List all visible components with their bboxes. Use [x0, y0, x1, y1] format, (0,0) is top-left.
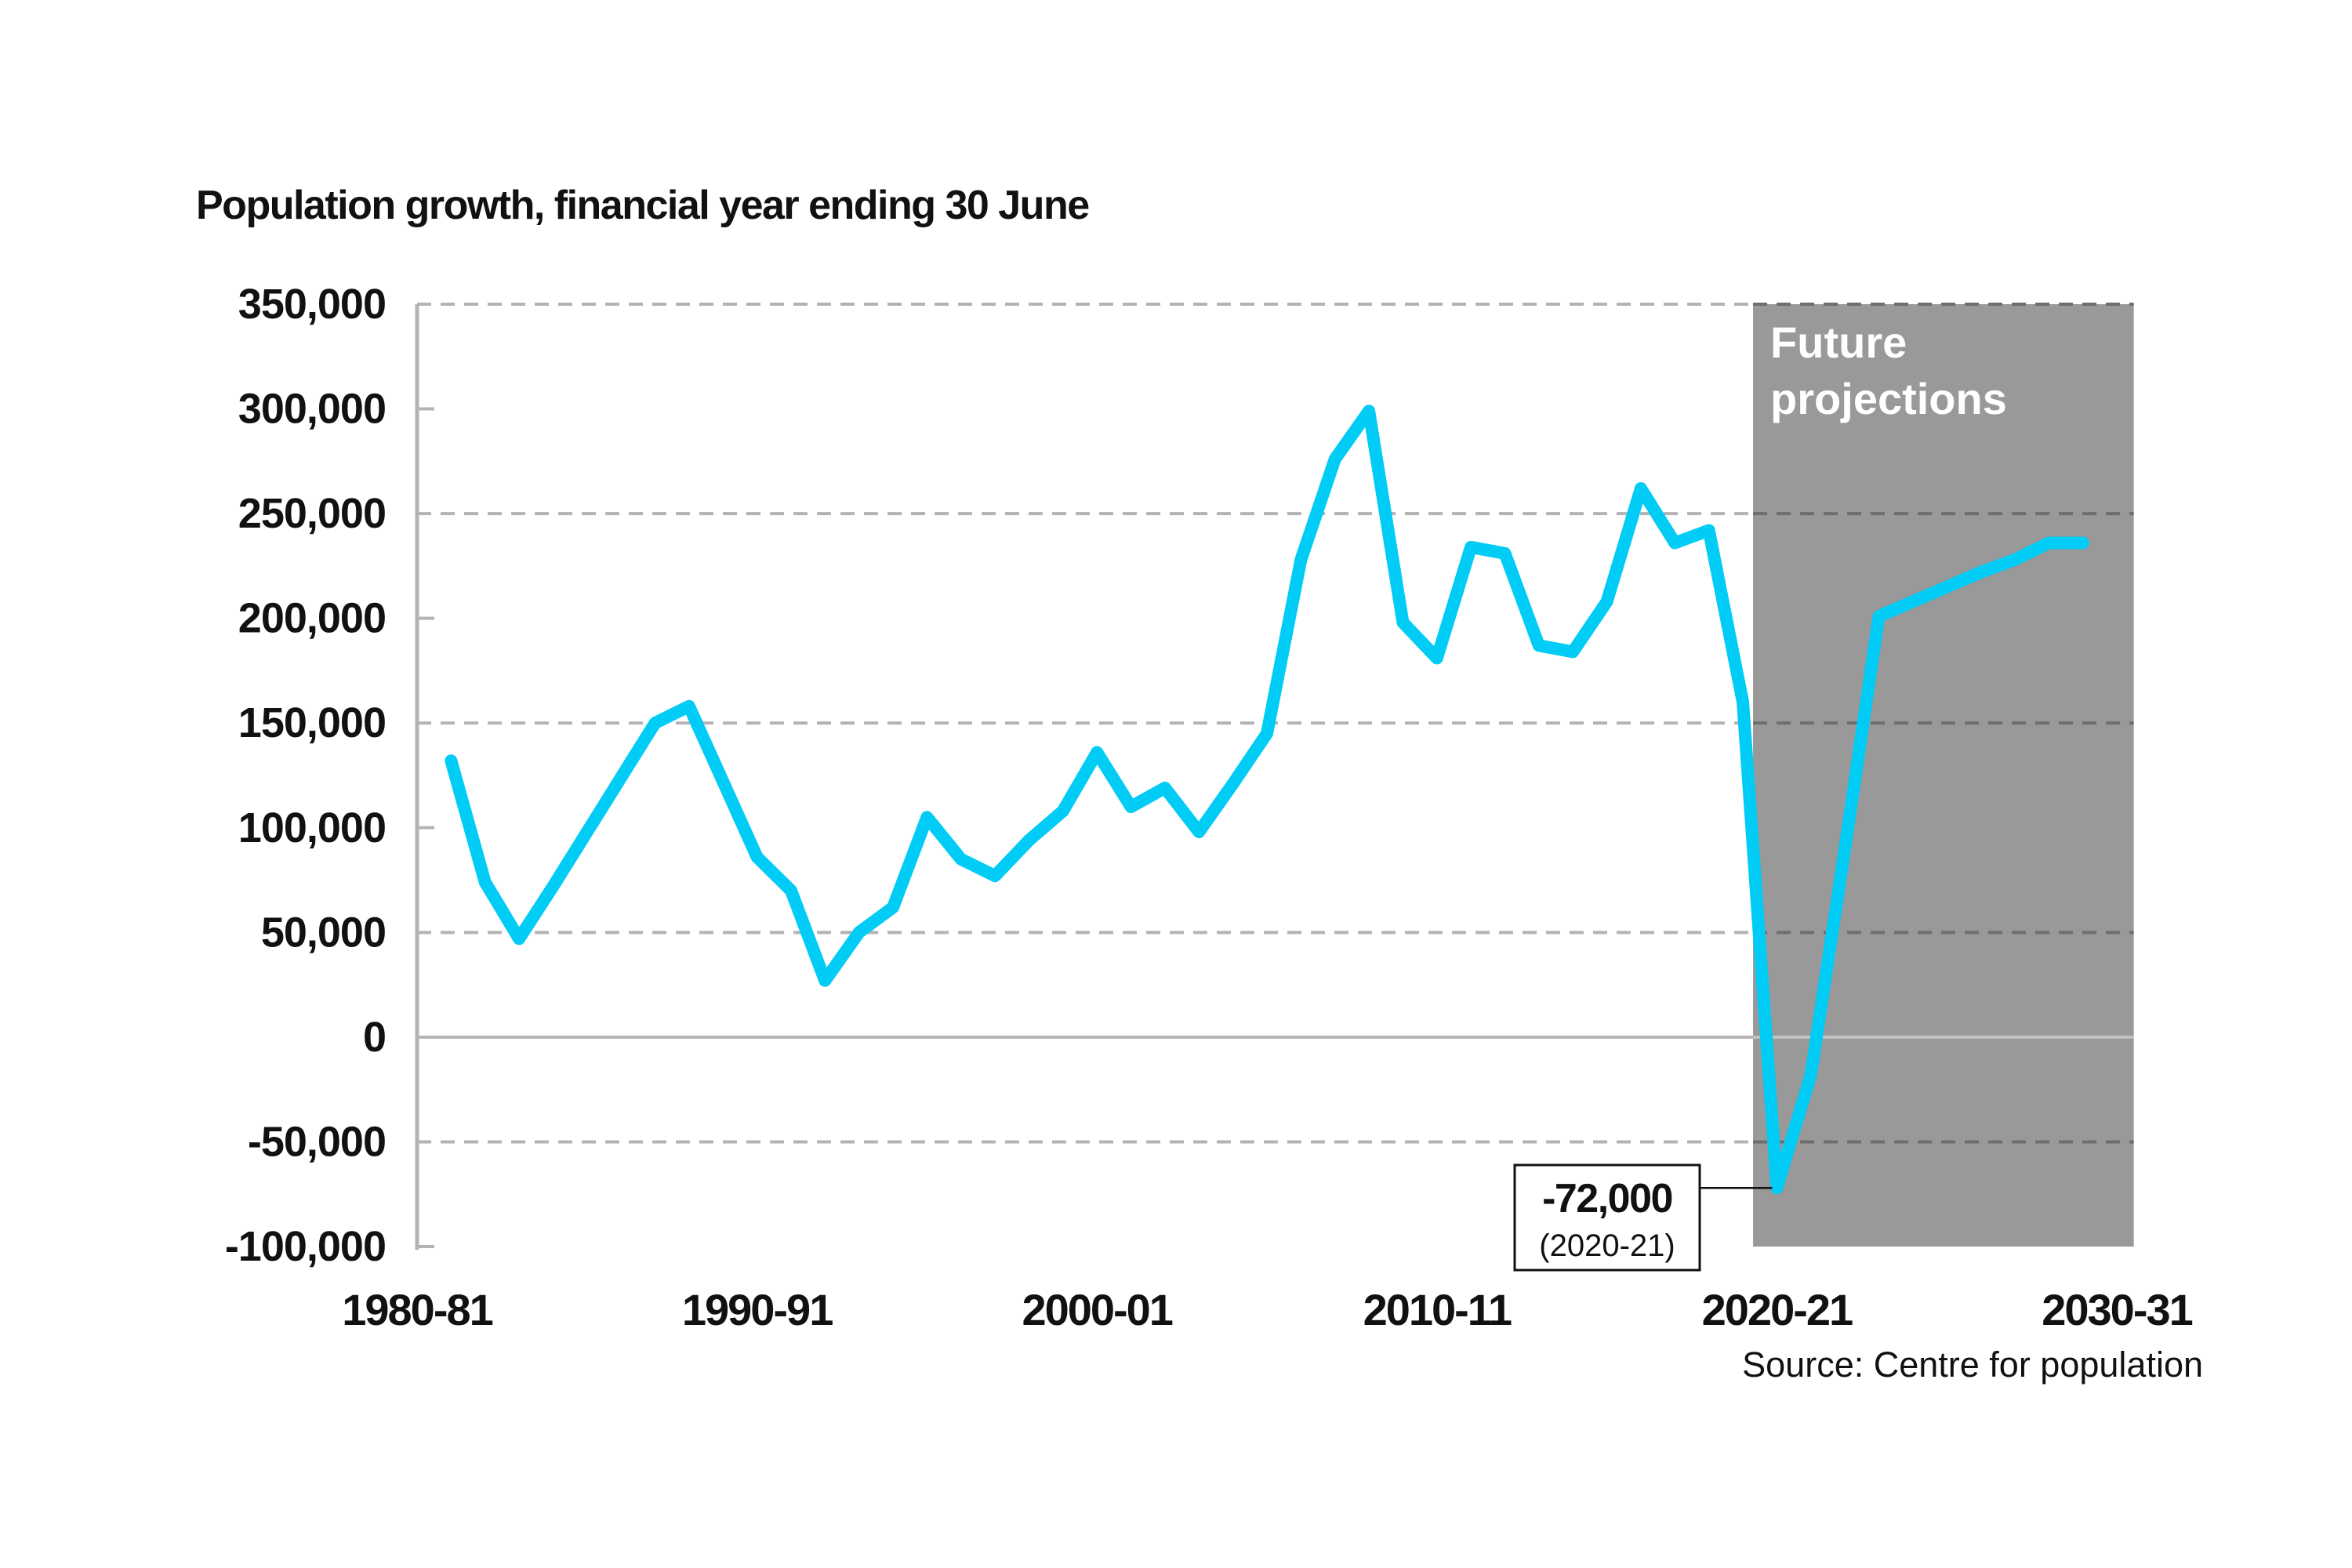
x-axis-labels: 1980-81 1990-91 2000-01 2010-11 2020-21 2030-… — [342, 1285, 2194, 1334]
annotation-subtext: (2020-21) — [1539, 1229, 1675, 1263]
x-tick-label: 1980-81 — [342, 1285, 492, 1334]
x-tick-label: 2010-11 — [1363, 1285, 1512, 1334]
y-axis-labels: 350,000 300,000 250,000 200,000 150,000 100,0… — [225, 281, 387, 1270]
y-tick-label: 0 — [363, 1014, 386, 1061]
x-tick-label: 2000-01 — [1022, 1285, 1172, 1334]
projection-shade-layer: Future projections — [1753, 304, 2134, 1247]
y-tick-label: 300,000 — [238, 386, 386, 433]
projection-region — [1753, 304, 2134, 1247]
gridlines — [417, 303, 2134, 1144]
annotation-value: -72,000 — [1542, 1176, 1672, 1221]
y-tick-label: 100,000 — [238, 804, 386, 851]
projection-label-line1: Future — [1770, 318, 1907, 367]
annotation-layer: -72,000 (2020-21) — [1513, 1163, 1773, 1272]
y-tick-label: 150,000 — [238, 699, 386, 746]
y-tick-label: 50,000 — [261, 909, 386, 956]
y-tick-label: 350,000 — [238, 281, 386, 328]
source-note: Source: Centre for population — [1742, 1345, 2203, 1385]
annotation-box — [1513, 1163, 1701, 1272]
y-tick-label: 250,000 — [238, 490, 386, 537]
projection-label-line2: projections — [1770, 374, 2007, 423]
y-tick-label: -100,000 — [225, 1223, 386, 1270]
series-layer — [445, 405, 2089, 1195]
x-tick-label: 2020-21 — [1702, 1285, 1853, 1334]
x-tick-label: 2030-31 — [2042, 1285, 2192, 1334]
chart-title: Population growth, financial year ending… — [196, 183, 1090, 228]
y-tick-label: -50,000 — [248, 1118, 386, 1165]
y-tick-label: 200,000 — [238, 595, 386, 642]
x-tick-label: 1990-91 — [682, 1285, 833, 1334]
